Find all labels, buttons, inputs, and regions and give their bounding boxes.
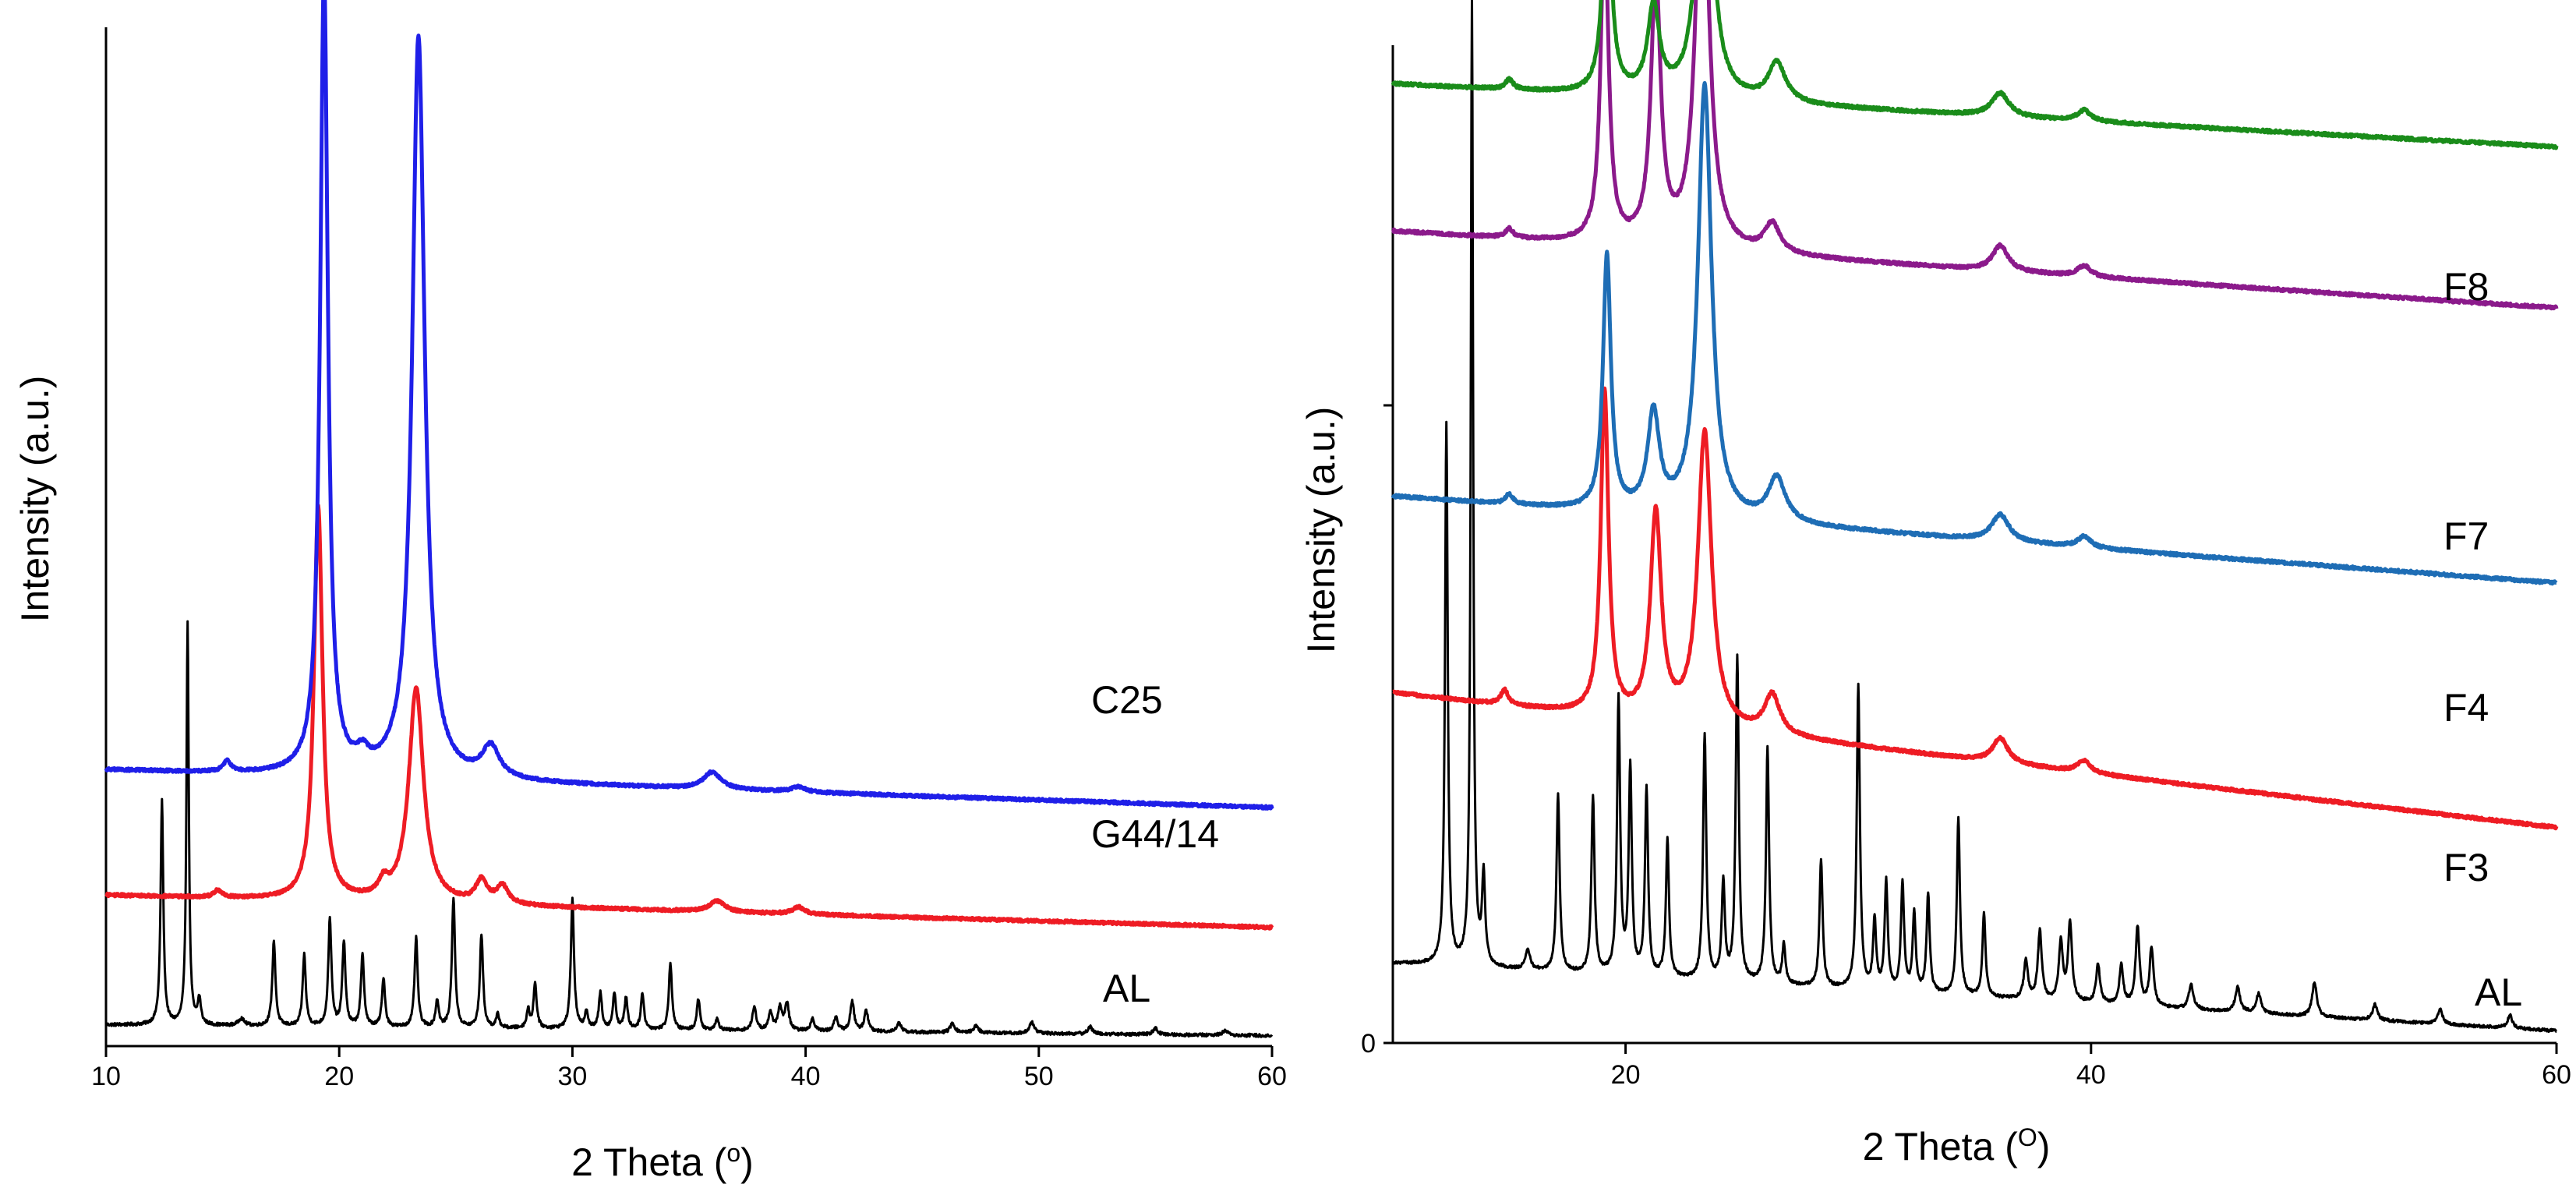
left-x-tick-label: 60	[1257, 1062, 1287, 1091]
right-series-line-f4	[1390, 81, 2558, 586]
left-series-line-g44-14	[104, 504, 1274, 931]
right-x-axis-title: 2 Theta (O)	[1863, 1123, 2051, 1168]
left-x-axis-degree: o	[726, 1139, 740, 1167]
right-series-label-f8: F8	[2443, 265, 2489, 309]
right-y-tick-label: 0	[1361, 1029, 1376, 1059]
right-series-label-al: AL	[2475, 970, 2522, 1014]
right-series-label-f7: F7	[2443, 514, 2489, 558]
right-y-axis-title: Intensity (a.u.)	[1299, 407, 1343, 654]
left-series-label-g44-14: G44/14	[1091, 812, 1219, 856]
left-y-axis-title: Intensity (a.u.)	[13, 376, 57, 623]
right-series-line-f8	[1390, 0, 2559, 150]
left-x-axis-title: 2 Theta (o)	[571, 1139, 754, 1184]
right-series-label-f4: F4	[2443, 686, 2489, 730]
right-x-axis-degree: O	[2018, 1123, 2037, 1151]
right-x-tick-label: 40	[2076, 1060, 2106, 1090]
right-x-tick-label: 60	[2542, 1060, 2571, 1090]
left-x-tick-label: 20	[324, 1062, 354, 1091]
left-series-label-al: AL	[1103, 967, 1150, 1010]
left-series-label-c25: C25	[1091, 678, 1163, 722]
left-x-tick-label: 10	[91, 1062, 121, 1091]
left-x-tick-label: 40	[791, 1062, 821, 1091]
right-chart-panel: 20 40 60 0 F8 F7 F4 F3 AL Intensity (a.u.)…	[1299, 0, 2571, 1168]
left-x-tick-label: 30	[557, 1062, 587, 1091]
right-x-tick-label: 20	[1611, 1060, 1641, 1090]
left-series-line-c25	[104, 0, 1274, 811]
right-series-line-f3	[1391, 386, 2559, 831]
right-series-line-al	[1391, 0, 2557, 1034]
left-chart-panel: 10 20 30 40 50 60 C25 G44/14 AL Intensity (a.…	[13, 0, 1287, 1184]
left-x-tick-label: 50	[1024, 1062, 1054, 1091]
right-series-line-f7	[1391, 0, 2559, 311]
right-series-label-f3: F3	[2443, 846, 2489, 889]
left-series-line-al	[104, 620, 1274, 1038]
